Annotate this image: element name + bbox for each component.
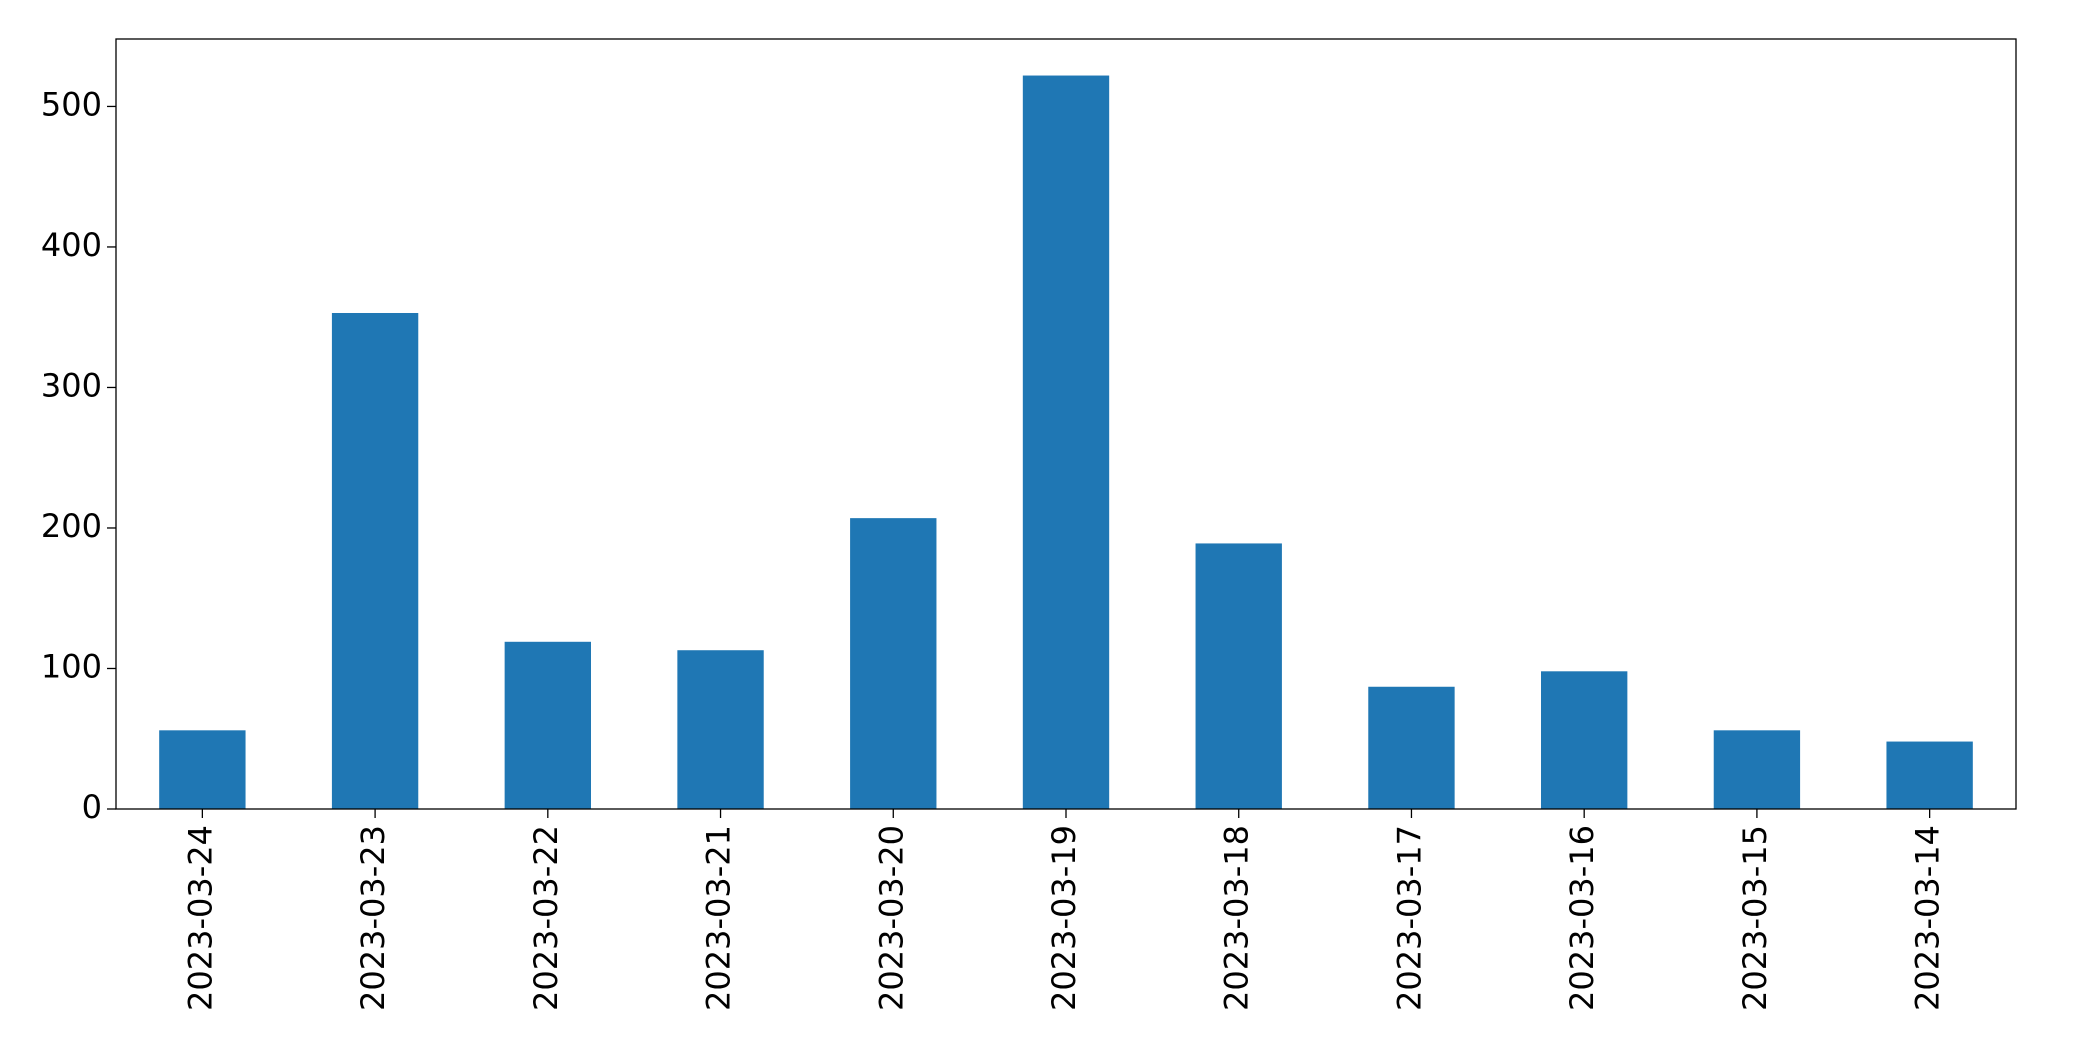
- x-tick-label: 2023-03-22: [527, 825, 565, 1011]
- bar: [1195, 543, 1282, 809]
- x-tick-label: 2023-03-15: [1736, 825, 1774, 1011]
- x-tick-label: 2023-03-16: [1563, 825, 1601, 1011]
- y-tick-label: 500: [41, 85, 102, 123]
- y-tick-label: 300: [41, 366, 102, 404]
- x-tick-label: 2023-03-17: [1390, 825, 1428, 1011]
- bar: [1886, 741, 1973, 809]
- x-tick-label: 2023-03-18: [1218, 825, 1256, 1011]
- x-tick-label: 2023-03-20: [872, 825, 910, 1011]
- bar: [677, 650, 764, 809]
- y-tick-label: 200: [41, 507, 102, 545]
- bar: [850, 518, 937, 809]
- bar: [1368, 686, 1455, 809]
- x-tick-label: 2023-03-24: [181, 825, 219, 1011]
- x-tick-label: 2023-03-23: [354, 825, 392, 1011]
- x-tick-label: 2023-03-14: [1909, 825, 1947, 1011]
- bar: [1713, 730, 1801, 809]
- bar: [1541, 671, 1628, 809]
- bar: [331, 312, 419, 809]
- y-tick-label: 0: [82, 788, 102, 826]
- y-tick-label: 100: [41, 647, 102, 685]
- y-tick-label: 400: [41, 226, 102, 264]
- plot-frame: [115, 38, 2017, 810]
- x-tick-label: 2023-03-19: [1045, 825, 1083, 1011]
- x-tick-label: 2023-03-21: [700, 825, 738, 1011]
- bar: [159, 730, 246, 809]
- bar: [504, 641, 591, 809]
- bar: [1022, 75, 1110, 810]
